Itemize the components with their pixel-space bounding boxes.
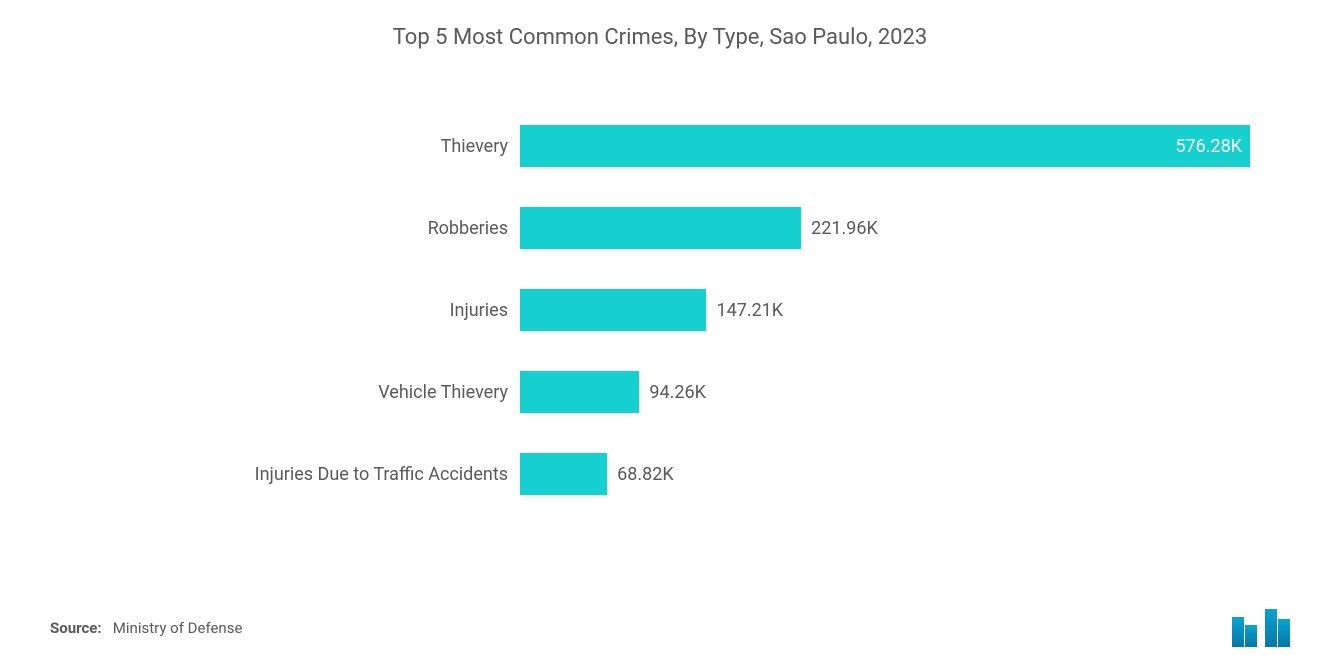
chart-title: Top 5 Most Common Crimes, By Type, Sao P… <box>50 25 1270 50</box>
bar-wrapper: 221.96K <box>520 207 878 249</box>
bar-row: Thievery 576.28K <box>50 125 1270 167</box>
category-label: Injuries Due to Traffic Accidents <box>50 464 520 485</box>
bar-row: Injuries Due to Traffic Accidents 68.82K <box>50 453 1270 495</box>
source-value: Ministry of Defense <box>113 619 243 637</box>
logo-bar-icon <box>1245 625 1257 647</box>
category-label: Injuries <box>50 300 520 321</box>
value-label: 94.26K <box>639 382 706 403</box>
bar-wrapper: 94.26K <box>520 371 706 413</box>
value-label: 68.82K <box>607 464 674 485</box>
category-label: Vehicle Thievery <box>50 382 520 403</box>
bar-container: 221.96K <box>520 207 1270 249</box>
bar-container: 94.26K <box>520 371 1270 413</box>
bar-wrapper: 576.28K <box>520 125 1250 167</box>
logo-bar-icon <box>1232 617 1244 647</box>
value-label: 221.96K <box>801 218 878 239</box>
bar-row: Vehicle Thievery 94.26K <box>50 371 1270 413</box>
chart-plot-area: Thievery 576.28K Robberies 221.96K Injuries 1… <box>50 125 1270 495</box>
bar-wrapper: 147.21K <box>520 289 783 331</box>
category-label: Thievery <box>50 136 520 157</box>
bar-container: 68.82K <box>520 453 1270 495</box>
category-label: Robberies <box>50 218 520 239</box>
bar <box>520 453 607 495</box>
logo-bar-icon <box>1265 609 1277 647</box>
source-text <box>105 619 112 637</box>
bar-container: 576.28K <box>520 125 1270 167</box>
brand-logo <box>1232 609 1290 647</box>
source-attribution: Source: Ministry of Defense <box>50 619 242 637</box>
value-label: 147.21K <box>706 300 783 321</box>
bar <box>520 289 706 331</box>
source-label: Source: <box>50 619 102 637</box>
bar-wrapper: 68.82K <box>520 453 674 495</box>
bar-container: 147.21K <box>520 289 1270 331</box>
bar <box>520 371 639 413</box>
bar-row: Injuries 147.21K <box>50 289 1270 331</box>
bar-row: Robberies 221.96K <box>50 207 1270 249</box>
bar <box>520 125 1250 167</box>
bar <box>520 207 801 249</box>
value-label: 576.28K <box>1165 136 1242 157</box>
logo-bar-icon <box>1278 619 1290 647</box>
